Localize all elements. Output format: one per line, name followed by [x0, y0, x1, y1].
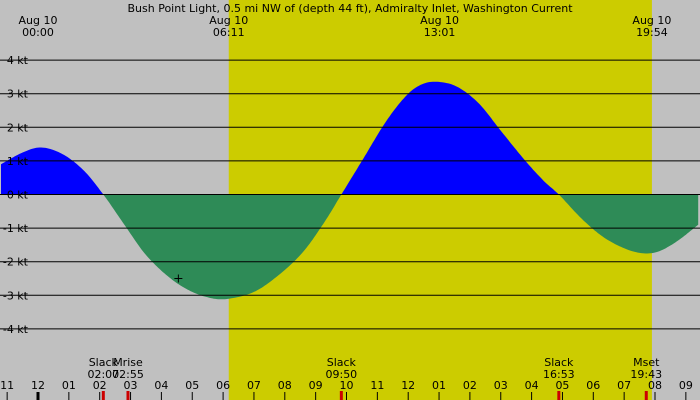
- hour-tick-label-22: 09: [679, 379, 693, 392]
- top-time-label-3: 19:54: [636, 26, 668, 39]
- y-tick-label-4: 0 kt: [7, 189, 29, 202]
- gridlines: [0, 59, 700, 330]
- hour-tick-label-16: 03: [494, 379, 508, 392]
- event-time-1: 02:55: [112, 368, 144, 381]
- hour-tick-label-21: 08: [648, 379, 662, 392]
- event-time-0: 02:07: [87, 368, 119, 381]
- hour-tick-label-12: 11: [370, 379, 384, 392]
- ebb-area-3: [558, 194, 699, 254]
- hour-tick-label-8: 07: [247, 379, 261, 392]
- hour-tick-label-17: 04: [525, 379, 539, 392]
- y-tick-label-2: 2 kt: [7, 121, 29, 134]
- hour-tick-label-13: 12: [401, 379, 415, 392]
- y-tick-label-7: -3 kt: [3, 289, 29, 302]
- top-date-label-1: Aug 10: [209, 14, 248, 27]
- ebb-area-1: [103, 194, 342, 300]
- event-name-0: Slack: [89, 356, 119, 369]
- hour-tick-label-19: 06: [586, 379, 600, 392]
- event-mark-4: [644, 391, 648, 400]
- hour-tick-label-3: 02: [93, 379, 107, 392]
- flood-area-2: [341, 81, 559, 195]
- top-time-label-1: 06:11: [213, 26, 245, 39]
- event-mark-0: [101, 391, 105, 400]
- hour-tick-label-20: 07: [617, 379, 631, 392]
- hour-tick-label-5: 04: [154, 379, 168, 392]
- event-time-3: 16:53: [543, 368, 575, 381]
- top-date-label-3: Aug 10: [632, 14, 671, 27]
- hour-tick-label-10: 09: [309, 379, 323, 392]
- y-axis-ticks: 4 kt 3 kt 2 kt 1 kt 0 kt -1 kt -2 kt -3 kt -4 kt: [3, 54, 29, 336]
- chart-title: Bush Point Light, 0.5 mi NW of (depth 44…: [127, 2, 573, 15]
- hour-axis: 11 12 01 02 03 04 05 06 07 08 09 10 11 12 01 02 03 04 05 06…: [0, 379, 693, 400]
- hour-tick-label-6: 05: [185, 379, 199, 392]
- hour-tick-label-14: 01: [432, 379, 446, 392]
- flood-area-0: [1, 147, 104, 195]
- current-areas: [1, 81, 699, 300]
- hour-tick-label-2: 01: [62, 379, 76, 392]
- hour-tick-label-18: 05: [555, 379, 569, 392]
- event-name-1: Mrise: [113, 356, 143, 369]
- hour-tick-label-7: 06: [216, 379, 230, 392]
- hour-tick-label-9: 08: [278, 379, 292, 392]
- hour-tick-label-4: 03: [124, 379, 138, 392]
- event-name-3: Slack: [544, 356, 574, 369]
- y-tick-label-8: -4 kt: [3, 323, 29, 336]
- y-tick-label-0: 4 kt: [7, 54, 29, 67]
- event-name-4: Mset: [633, 356, 660, 369]
- top-time-label-0: 00:00: [22, 26, 54, 39]
- top-time-label-2: 13:01: [424, 26, 456, 39]
- hour-tick-label-15: 02: [463, 379, 477, 392]
- event-labels: Slack02:07Mrise02:55Slack09:50Slack16:53…: [87, 356, 662, 400]
- hour-tick-label-0: 11: [0, 379, 14, 392]
- event-time-2: 09:50: [325, 368, 357, 381]
- event-name-2: Slack: [327, 356, 357, 369]
- event-time-4: 19:43: [630, 368, 662, 381]
- y-tick-label-6: -2 kt: [3, 256, 29, 269]
- top-date-label-0: Aug 10: [19, 14, 58, 27]
- y-tick-label-1: 3 kt: [7, 88, 29, 101]
- hour-tick-label-1: 12: [31, 379, 45, 392]
- top-date-label-2: Aug 10: [420, 14, 459, 27]
- plus-marker-0: [174, 274, 183, 283]
- y-tick-label-5: -1 kt: [3, 222, 29, 235]
- event-mark-1: [126, 391, 130, 400]
- annotations: [174, 274, 183, 283]
- event-mark-2: [339, 391, 343, 400]
- event-mark-3: [557, 391, 561, 400]
- hour-tick-label-11: 10: [340, 379, 354, 392]
- y-tick-label-3: 1 kt: [7, 155, 29, 168]
